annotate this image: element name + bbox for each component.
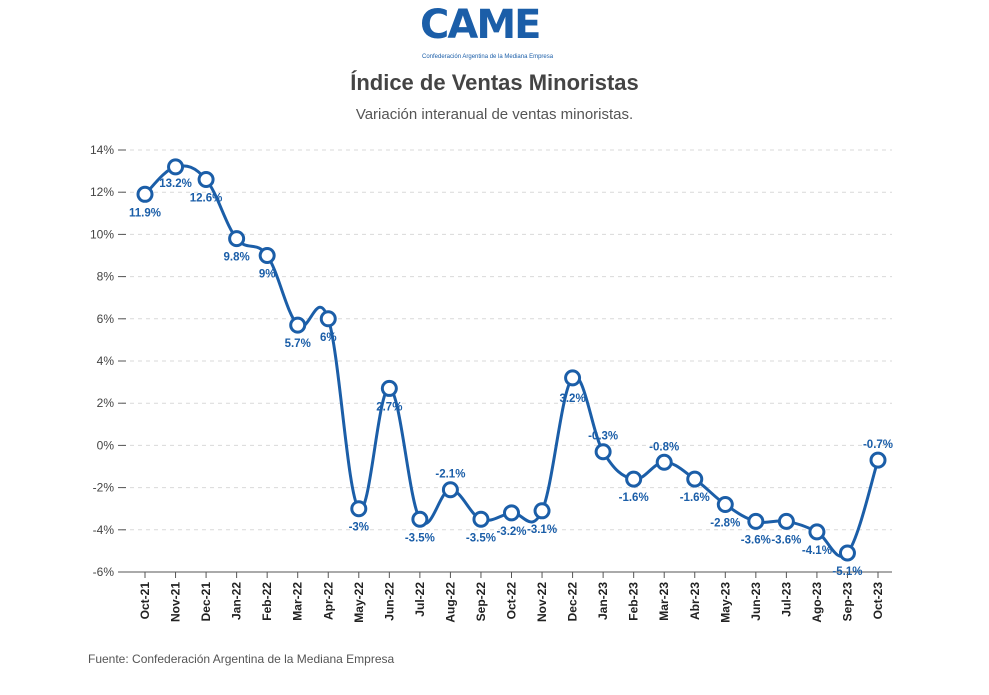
- data-point: [747, 512, 765, 530]
- data-label: -3.6%: [741, 534, 771, 546]
- data-label: -1.6%: [680, 492, 710, 504]
- data-label: 2.7%: [376, 401, 402, 413]
- data-point: [777, 512, 795, 530]
- x-tick-label: Abr-23: [688, 582, 702, 620]
- data-label: 5.7%: [285, 338, 311, 350]
- data-label: -4.1%: [802, 545, 832, 557]
- x-tick-label: Jan-23: [596, 582, 610, 620]
- logo-subtitle: Confederación Argentina de la Mediana Em…: [422, 54, 554, 60]
- data-label: 9.8%: [224, 252, 250, 264]
- data-label: -1.6%: [619, 492, 649, 504]
- x-tick-label: Aug-22: [443, 582, 457, 623]
- x-tick-label: May-23: [718, 582, 732, 623]
- x-tick-label: Feb-22: [260, 582, 274, 621]
- data-point: [686, 470, 704, 488]
- x-tick-label: Nov-22: [535, 582, 549, 622]
- y-tick-label: -2%: [93, 481, 115, 495]
- x-tick-label: Dec-21: [199, 582, 213, 622]
- x-tick-label: Oct-22: [505, 582, 519, 620]
- data-point: [380, 379, 398, 397]
- data-point: [838, 544, 856, 562]
- data-label: 12.6%: [190, 193, 223, 205]
- x-tick-label: Mar-22: [291, 582, 305, 621]
- data-label: 11.9%: [129, 207, 161, 219]
- x-tick-label: Jan-22: [230, 582, 244, 620]
- data-point: [869, 451, 887, 469]
- data-label: -0.7%: [863, 439, 893, 451]
- x-tick-label: Jun-23: [749, 582, 763, 621]
- chart-title: Índice de Ventas Minoristas: [350, 70, 639, 95]
- x-tick-label: Apr-22: [321, 582, 335, 620]
- y-tick-label: 4%: [97, 354, 115, 368]
- data-label: -3.5%: [466, 532, 496, 544]
- x-tick-label: Dec-22: [566, 582, 580, 622]
- data-label: 3.2%: [559, 393, 585, 405]
- x-tick-label: Jun-22: [382, 582, 396, 621]
- y-tick-label: 10%: [90, 227, 114, 241]
- logo-wordmark: CAME: [420, 2, 541, 48]
- data-point: [655, 453, 673, 471]
- data-label: -0.8%: [649, 441, 679, 453]
- data-point: [167, 158, 185, 176]
- x-tick-label: May-22: [352, 582, 366, 623]
- data-label: -2.1%: [435, 469, 465, 481]
- data-label: 6%: [320, 332, 337, 344]
- x-tick-label: Oct-23: [871, 582, 885, 620]
- series-line: [143, 164, 880, 558]
- data-label: -5.1%: [832, 566, 862, 578]
- x-tick-label: Sep-23: [840, 582, 854, 622]
- x-tick-label: Feb-23: [627, 582, 641, 621]
- data-point: [411, 510, 429, 528]
- data-point: [564, 369, 582, 387]
- x-tick-label: Nov-21: [169, 582, 183, 622]
- data-point: [350, 500, 368, 518]
- data-label: -2.8%: [710, 517, 740, 529]
- y-tick-label: 8%: [97, 270, 115, 284]
- data-label: -3.5%: [405, 532, 435, 544]
- data-label: -3.1%: [527, 524, 557, 536]
- y-tick-label: -6%: [93, 565, 115, 579]
- data-point: [808, 523, 826, 541]
- data-label: -3.2%: [496, 526, 526, 538]
- data-point: [625, 470, 643, 488]
- data-point: [197, 171, 215, 189]
- data-label: 13.2%: [159, 178, 192, 190]
- y-tick-label: 0%: [97, 438, 115, 452]
- data-label: 9%: [259, 269, 276, 281]
- y-tick-label: 2%: [97, 396, 115, 410]
- source-note: Fuente: Confederación Argentina de la Me…: [88, 652, 395, 666]
- data-point: [503, 504, 520, 522]
- x-tick-label: Sep-22: [474, 582, 488, 622]
- data-point: [289, 316, 307, 334]
- data-label: -0.3%: [588, 431, 618, 443]
- y-tick-label: 6%: [97, 312, 115, 326]
- data-point: [258, 247, 276, 264]
- y-tick-label: 14%: [90, 143, 114, 157]
- data-point: [136, 185, 154, 203]
- data-point: [716, 495, 734, 513]
- data-point: [594, 443, 612, 461]
- data-point: [319, 310, 337, 328]
- data-label: -3.6%: [771, 534, 801, 546]
- came-logo: CAME Confederación Argentina de la Media…: [420, 2, 570, 64]
- data-point: [441, 481, 459, 499]
- x-tick-label: Jul-23: [779, 582, 793, 617]
- data-label: -3%: [349, 522, 369, 534]
- y-tick-label: -4%: [93, 523, 115, 537]
- x-tick-label: Oct-21: [138, 582, 152, 620]
- data-point: [228, 230, 246, 248]
- x-tick-label: Ago-23: [810, 582, 824, 623]
- data-point: [533, 502, 551, 520]
- x-tick-label: Mar-23: [657, 582, 671, 621]
- x-tick-label: Jul-22: [413, 582, 427, 617]
- y-tick-label: 12%: [90, 185, 114, 199]
- chart-subtitle: Variación interanual de ventas minorista…: [355, 106, 634, 123]
- data-point: [472, 510, 490, 528]
